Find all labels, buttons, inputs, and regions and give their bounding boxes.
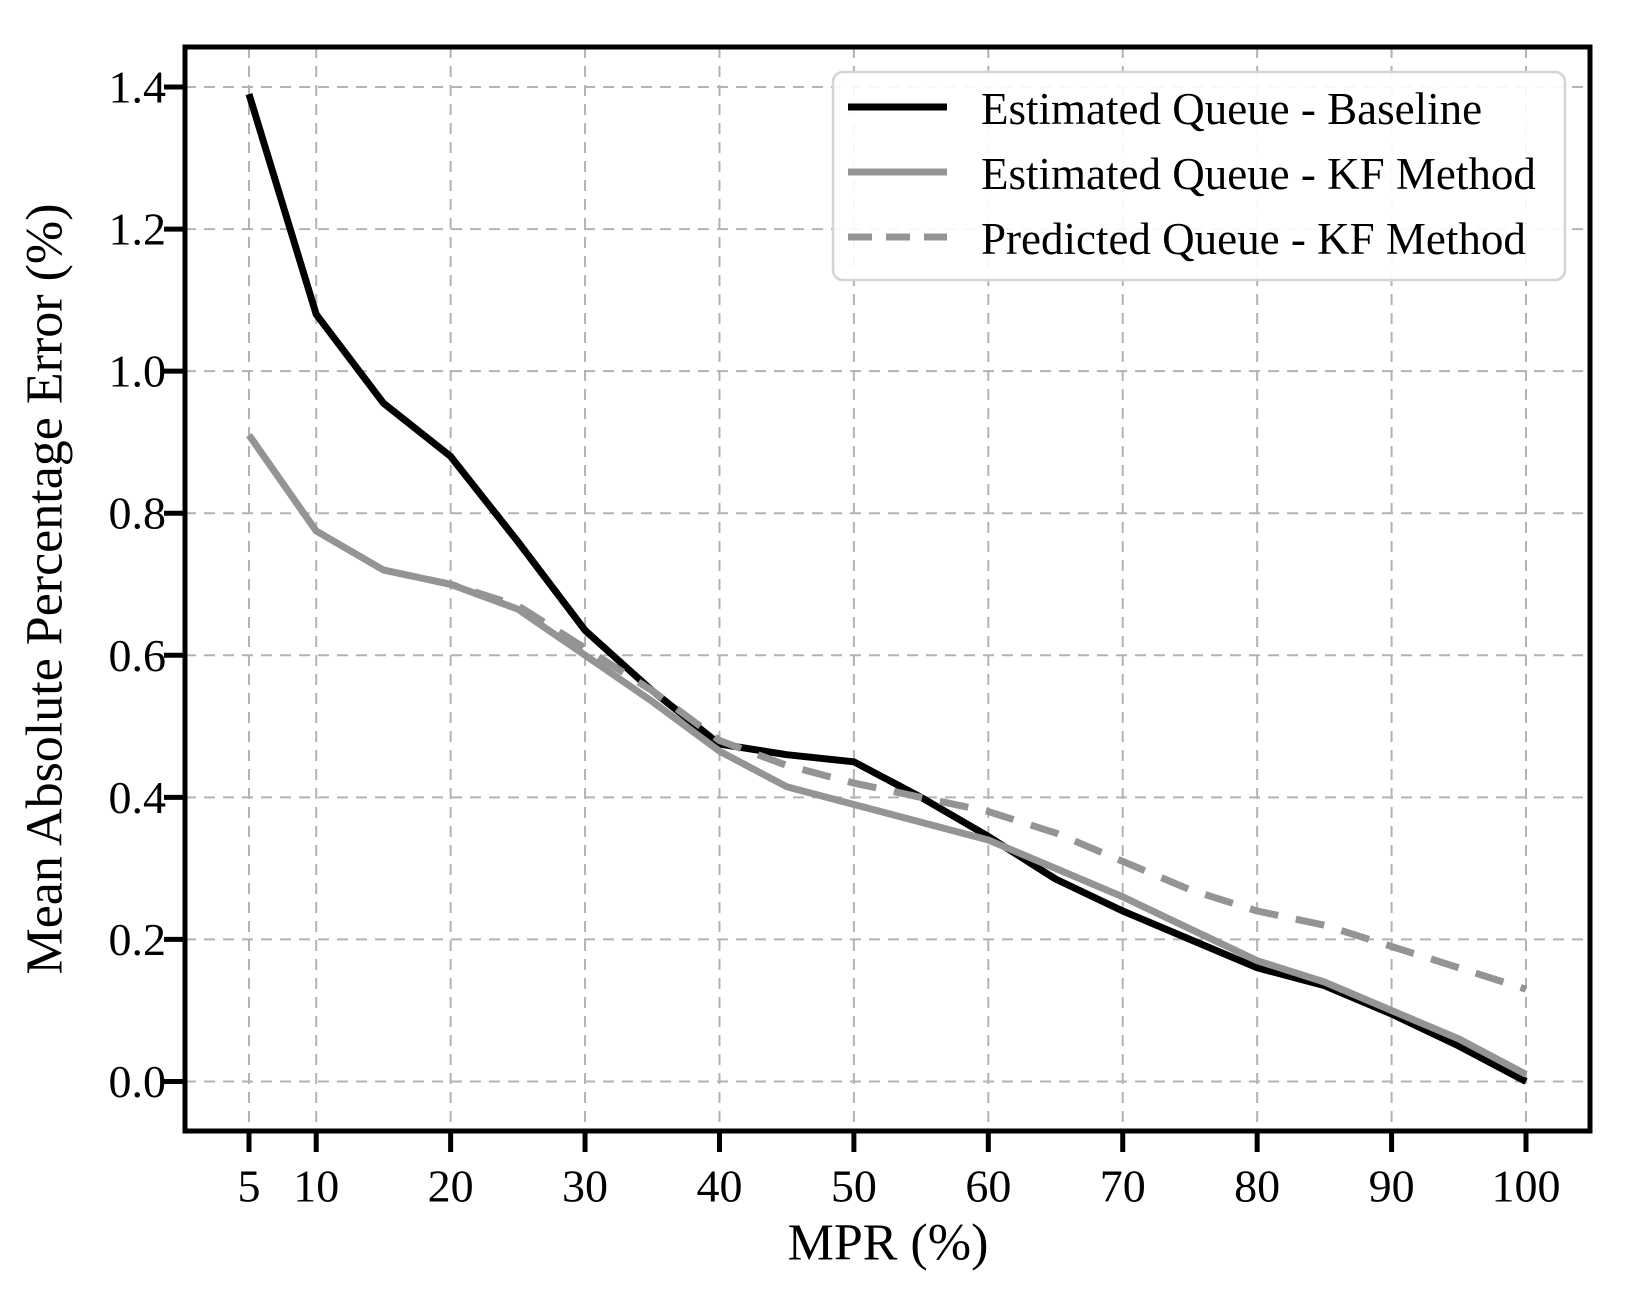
x-axis-title: MPR (%) [788, 1215, 989, 1272]
y-tick-label: 0.8 [109, 488, 167, 539]
x-tick-label: 100 [1492, 1161, 1561, 1212]
x-tick-label: 5 [238, 1161, 261, 1212]
series-line-1 [246, 433, 1528, 1078]
x-tick-label: 80 [1234, 1161, 1280, 1212]
y-tick-label: 1.4 [109, 62, 167, 113]
y-tick-label: 1.2 [109, 204, 167, 255]
x-tick-label: 90 [1369, 1161, 1415, 1212]
y-tick-label: 1.0 [109, 346, 167, 397]
series-layer [245, 93, 1528, 1085]
y-axis-title: Mean Absolute Percentage Error (%) [17, 203, 74, 974]
x-tick-label: 50 [831, 1161, 877, 1212]
x-tick-label: 30 [562, 1161, 608, 1212]
x-tick-label: 20 [428, 1161, 474, 1212]
legend: Estimated Queue - Baseline Estimated Queu… [831, 70, 1567, 282]
y-tick-label: 0.0 [109, 1056, 167, 1107]
y-tick-label: 0.4 [109, 772, 167, 823]
y-tick-label: 0.6 [109, 630, 167, 681]
tick-layer: 5 10 20 30 40 50 60 70 80 90 100 0.0 0.2 0.4 0.6 0.8 1.0… [109, 62, 1561, 1212]
legend-box [831, 70, 1567, 282]
axes-layer [182, 44, 1593, 1134]
plot-border [182, 44, 1593, 1134]
legend-entry: Predicted Queue - KF Method [848, 214, 1526, 264]
legend-entry: Estimated Queue - Baseline [848, 84, 1482, 134]
series-line-2 [382, 566, 1528, 993]
legend-label: Predicted Queue - KF Method [981, 214, 1526, 264]
legend-label: Estimated Queue - KF Method [981, 149, 1536, 199]
legend-label: Estimated Queue - Baseline [981, 84, 1482, 134]
x-tick-label: 60 [965, 1161, 1011, 1212]
x-tick-label: 10 [293, 1161, 339, 1212]
y-tick-label: 0.2 [109, 914, 167, 965]
x-tick-label: 70 [1100, 1161, 1146, 1212]
legend-entry: Estimated Queue - KF Method [848, 149, 1536, 199]
x-tick-label: 40 [696, 1161, 742, 1212]
series-line-0 [245, 93, 1528, 1085]
